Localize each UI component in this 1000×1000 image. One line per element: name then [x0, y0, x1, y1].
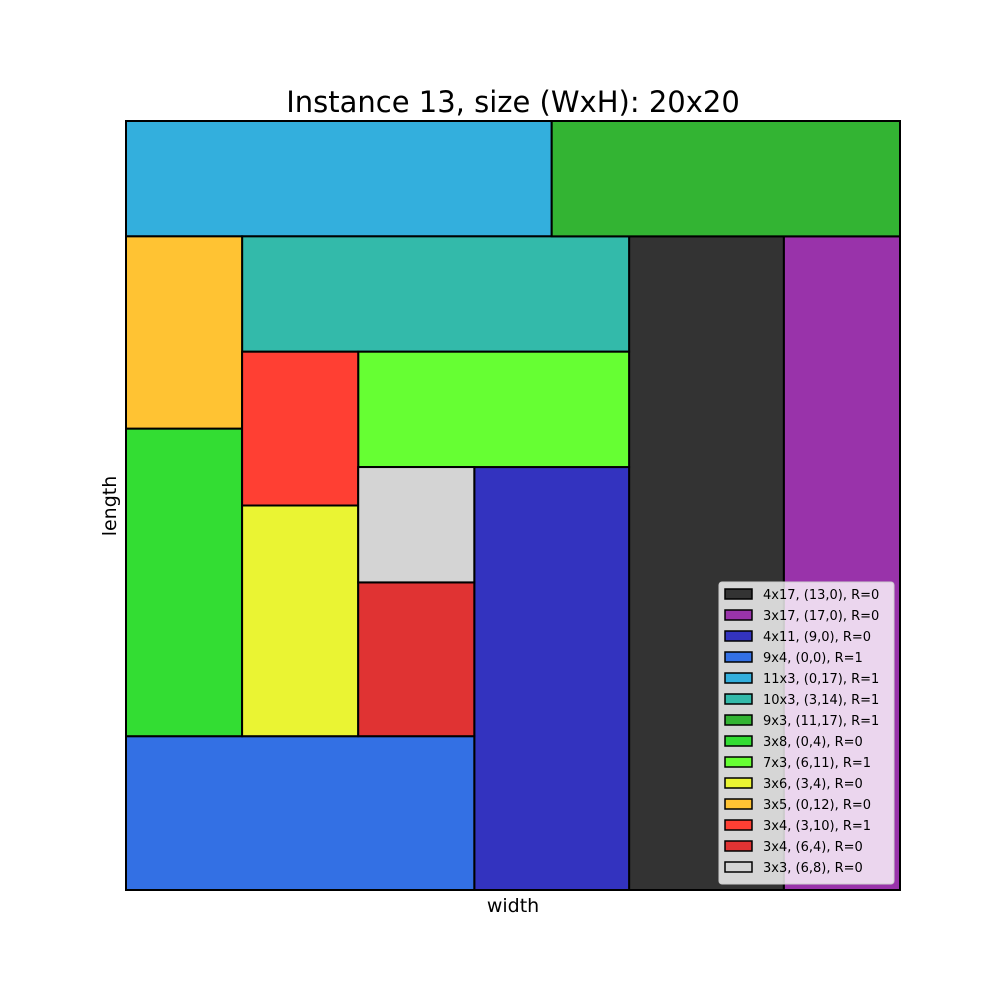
legend-swatch-4 — [724, 672, 753, 684]
legend-label-13: 3x3, (6,8), R=0 — [763, 861, 863, 876]
packed-rect-2 — [473, 466, 631, 891]
legend-swatch-3 — [724, 651, 753, 663]
legend-label-10: 3x5, (0,12), R=0 — [763, 798, 871, 813]
packed-rect-10 — [125, 235, 244, 430]
legend-label-12: 3x4, (6,4), R=0 — [763, 840, 863, 855]
legend-swatch-13 — [724, 861, 753, 873]
legend-label-4: 11x3, (0,17), R=1 — [763, 672, 879, 687]
packed-rect-13 — [357, 466, 476, 584]
packed-rect-5 — [241, 235, 631, 353]
legend-label-5: 10x3, (3,14), R=1 — [763, 693, 879, 708]
legend-background — [718, 581, 895, 885]
legend: 4x17, (13,0), R=0 3x17, (17,0), R=0 4x11, … — [718, 581, 895, 885]
packed-rect-3 — [125, 735, 476, 892]
packed-rect-9 — [241, 504, 360, 738]
legend-swatch-8 — [724, 756, 753, 768]
legend-swatch-9 — [724, 777, 753, 789]
packed-rect-8 — [357, 350, 631, 469]
plot-frame — [125, 120, 901, 891]
legend-swatch-1 — [724, 609, 753, 621]
legend-swatch-6 — [724, 714, 753, 726]
packed-rect-6 — [550, 120, 901, 238]
legend-swatch-0 — [724, 588, 753, 600]
legend-label-6: 9x3, (11,17), R=1 — [763, 714, 879, 729]
legend-label-0: 4x17, (13,0), R=0 — [763, 588, 879, 603]
legend-label-7: 3x8, (0,4), R=0 — [763, 735, 863, 750]
x-axis-label: width — [487, 895, 539, 917]
legend-swatch-12 — [724, 840, 753, 852]
packed-rect-7 — [125, 427, 244, 738]
packed-rect-11 — [241, 350, 360, 507]
legend-label-1: 3x17, (17,0), R=0 — [763, 609, 879, 624]
legend-swatch-11 — [724, 819, 753, 831]
legend-label-11: 3x4, (3,10), R=1 — [763, 819, 871, 834]
legend-swatch-7 — [724, 735, 753, 747]
legend-label-9: 3x6, (3,4), R=0 — [763, 777, 863, 792]
packed-rect-12 — [357, 581, 476, 738]
chart-title: Instance 13, size (WxH): 20x20 — [286, 85, 740, 119]
legend-label-3: 9x4, (0,0), R=1 — [763, 651, 863, 666]
legend-swatch-5 — [724, 693, 753, 705]
y-axis-label: length — [99, 476, 121, 537]
legend-label-8: 7x3, (6,11), R=1 — [763, 756, 871, 771]
legend-swatch-10 — [724, 798, 753, 810]
legend-label-2: 4x11, (9,0), R=0 — [763, 630, 871, 645]
legend-swatch-2 — [724, 630, 753, 642]
packed-rect-4 — [125, 120, 553, 238]
